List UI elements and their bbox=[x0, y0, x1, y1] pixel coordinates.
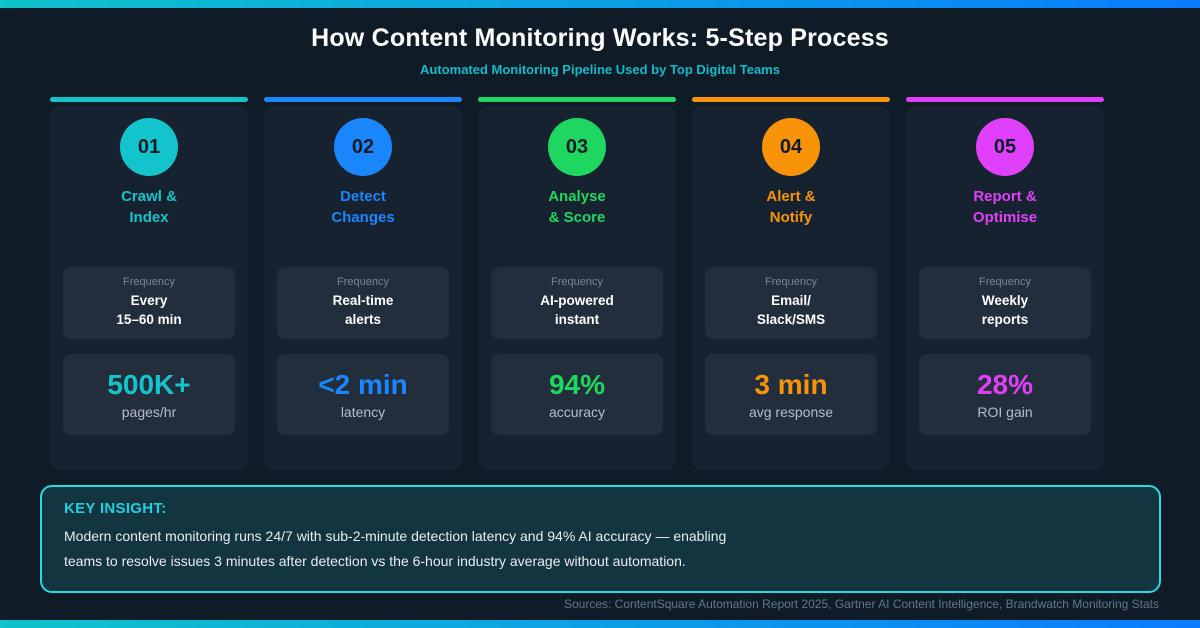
steps-row: 01 Crawl & Index Frequency Every 15–60 m… bbox=[50, 97, 1104, 470]
step-column-3: 03 Analyse & Score Frequency AI-powered … bbox=[478, 97, 676, 470]
step-number: 03 bbox=[565, 135, 589, 158]
metric-label: accuracy bbox=[548, 404, 606, 420]
metric-label: avg response bbox=[748, 404, 834, 420]
step-title: Crawl & Index bbox=[121, 188, 177, 226]
step-number: 02 bbox=[351, 135, 375, 158]
step-column-1: 01 Crawl & Index Frequency Every 15–60 m… bbox=[50, 97, 248, 470]
metric-value: 500K+ bbox=[107, 369, 191, 400]
frequency-value: Weekly reports bbox=[981, 293, 1029, 327]
header: How Content Monitoring Works: 5-Step Pro… bbox=[0, 24, 1200, 77]
step-3-number-badge: 03 bbox=[548, 118, 606, 176]
frequency-value: Email/ Slack/SMS bbox=[756, 293, 826, 327]
frequency-label: Frequency bbox=[123, 276, 175, 288]
metric-label: latency bbox=[340, 404, 386, 420]
step-2-card: 02 Detect Changes Frequency Real-time al… bbox=[264, 106, 462, 470]
sources-attribution: Sources: ContentSquare Automation Report… bbox=[563, 597, 1159, 611]
metric-label: pages/hr bbox=[121, 404, 177, 420]
step-1-metric-box: 500K+ pages/hr bbox=[63, 354, 235, 435]
frequency-value: AI-powered instant bbox=[540, 293, 614, 327]
frequency-value: Every 15–60 min bbox=[116, 293, 182, 327]
step-4-number-badge: 04 bbox=[762, 118, 820, 176]
frequency-label: Frequency bbox=[551, 276, 603, 288]
key-insight-body: Modern content monitoring runs 24/7 with… bbox=[64, 528, 727, 569]
step-4-accent-bar bbox=[692, 97, 890, 102]
metric-value: 3 min bbox=[754, 369, 828, 400]
step-3-accent-bar bbox=[478, 97, 676, 102]
metric-label: ROI gain bbox=[977, 404, 1033, 420]
step-2-metric-box: <2 min latency bbox=[277, 354, 449, 435]
page-title: How Content Monitoring Works: 5-Step Pro… bbox=[311, 24, 889, 52]
step-5-frequency-box: Frequency Weekly reports bbox=[919, 267, 1091, 339]
step-5-accent-bar bbox=[906, 97, 1104, 102]
step-1-accent-bar bbox=[50, 97, 248, 102]
step-title: Alert & Notify bbox=[766, 188, 816, 226]
step-2-number-badge: 02 bbox=[334, 118, 392, 176]
step-2-accent-bar bbox=[264, 97, 462, 102]
step-title: Analyse & Score bbox=[548, 188, 606, 226]
step-title: Detect Changes bbox=[331, 188, 395, 226]
step-number: 05 bbox=[993, 135, 1017, 158]
frequency-value: Real-time alerts bbox=[332, 293, 394, 327]
step-5-card: 05 Report & Optimise Frequency Weekly re… bbox=[906, 106, 1104, 470]
step-1-frequency-box: Frequency Every 15–60 min bbox=[63, 267, 235, 339]
step-5-metric-box: 28% ROI gain bbox=[919, 354, 1091, 435]
step-3-card: 03 Analyse & Score Frequency AI-powered … bbox=[478, 106, 676, 470]
step-4-frequency-box: Frequency Email/ Slack/SMS bbox=[705, 267, 877, 339]
step-2-frequency-box: Frequency Real-time alerts bbox=[277, 267, 449, 339]
step-title: Report & Optimise bbox=[972, 188, 1038, 226]
metric-value: <2 min bbox=[318, 369, 408, 400]
step-3-metric-box: 94% accuracy bbox=[491, 354, 663, 435]
top-accent-gradient-bar bbox=[0, 0, 1200, 8]
page-subtitle: Automated Monitoring Pipeline Used by To… bbox=[420, 62, 780, 77]
frequency-label: Frequency bbox=[337, 276, 389, 288]
step-number: 01 bbox=[137, 135, 161, 158]
step-column-5: 05 Report & Optimise Frequency Weekly re… bbox=[906, 97, 1104, 470]
step-1-number-badge: 01 bbox=[120, 118, 178, 176]
key-insight-box: KEY INSIGHT: Modern content monitoring r… bbox=[40, 485, 1161, 593]
step-3-frequency-box: Frequency AI-powered instant bbox=[491, 267, 663, 339]
step-5-number-badge: 05 bbox=[976, 118, 1034, 176]
metric-value: 28% bbox=[976, 369, 1034, 400]
frequency-label: Frequency bbox=[765, 276, 817, 288]
step-number: 04 bbox=[779, 135, 803, 158]
frequency-label: Frequency bbox=[979, 276, 1031, 288]
metric-value: 94% bbox=[548, 369, 606, 400]
step-4-card: 04 Alert & Notify Frequency Email/ Slack… bbox=[692, 106, 890, 470]
step-1-card: 01 Crawl & Index Frequency Every 15–60 m… bbox=[50, 106, 248, 470]
step-4-metric-box: 3 min avg response bbox=[705, 354, 877, 435]
step-column-4: 04 Alert & Notify Frequency Email/ Slack… bbox=[692, 97, 890, 470]
step-column-2: 02 Detect Changes Frequency Real-time al… bbox=[264, 97, 462, 470]
key-insight-heading: KEY INSIGHT: bbox=[64, 500, 167, 517]
bottom-accent-gradient-bar bbox=[0, 620, 1200, 628]
